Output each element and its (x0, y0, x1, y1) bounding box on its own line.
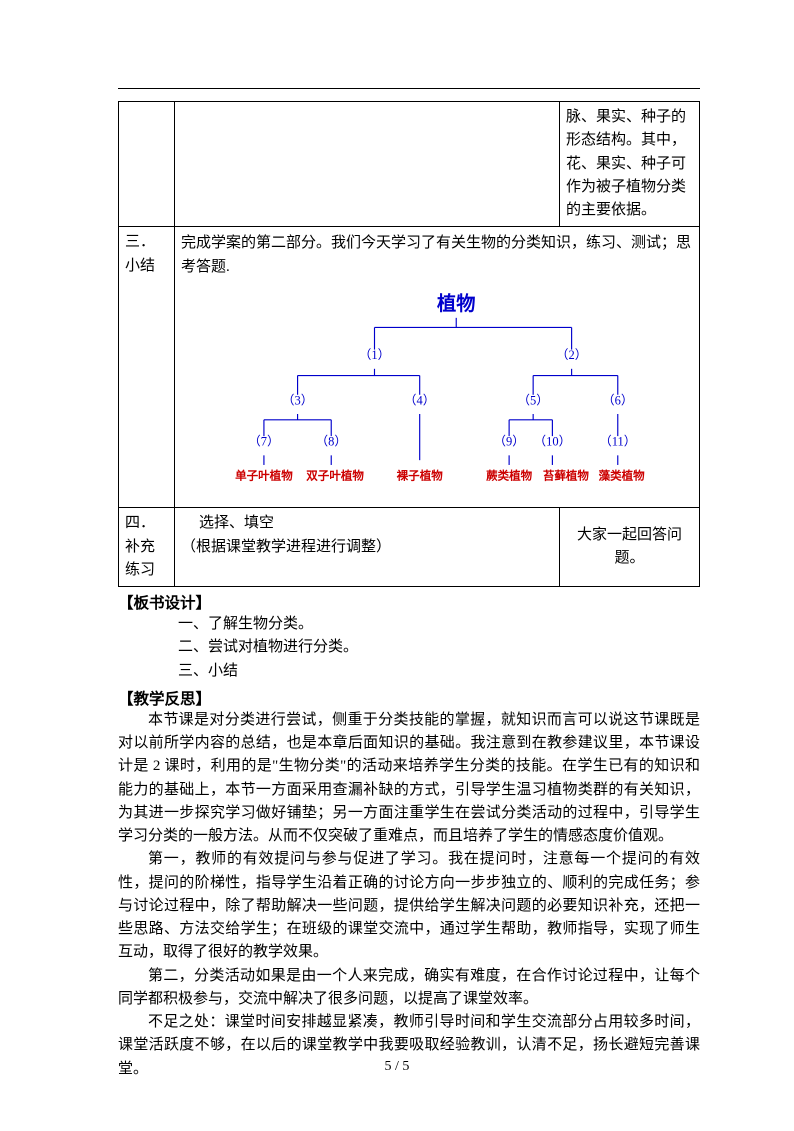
board-item: 一、了解生物分类。 (118, 613, 700, 636)
svg-text:裸子植物: 裸子植物 (397, 469, 444, 483)
svg-text:单子叶植物: 单子叶植物 (235, 469, 293, 483)
reflection-p1: 本节课是对分类进行尝试，侧重于分类技能的掌握，就知识而言可以说这节课既是对以前所… (118, 709, 700, 849)
board-item: 三、小结 (118, 660, 700, 683)
svg-text:（6）: （6） (602, 394, 633, 408)
reflection-p2: 第一，教师的有效提问与参与促进了学习。我在提问时，注意每一个提问的有效性，提问的… (118, 848, 700, 964)
svg-text:（8）: （8） (316, 435, 347, 449)
svg-text:（7）: （7） (248, 435, 279, 449)
table-row: 脉、果实、种子的形态结构。其中，花、果实、种子可作为被子植物分类的主要依据。 (119, 102, 700, 227)
table-row: 四．补充练习 选择、填空 （根据课堂教学进程进行调整） 大家一起回答问题。 (119, 508, 700, 587)
exercise-line1: 选择、填空 (181, 512, 553, 535)
board-item: 二、尝试对植物进行分类。 (118, 636, 700, 659)
exercise-line2: （根据课堂教学进程进行调整） (181, 536, 553, 559)
cell-text: 脉、果实、种子的形态结构。其中，花、果实、种子可作为被子植物分类的主要依据。 (560, 102, 700, 227)
lesson-table: 脉、果实、种子的形态结构。其中，花、果实、种子可作为被子植物分类的主要依据。 三… (118, 101, 700, 587)
board-design-head: 【板书设计】 (118, 591, 700, 613)
svg-text:（3）: （3） (282, 394, 313, 408)
svg-text:（9）: （9） (493, 435, 524, 449)
svg-text:（5）: （5） (518, 394, 549, 408)
reflection-head: 【教学反思】 (118, 687, 700, 709)
svg-text:（2）: （2） (556, 348, 587, 362)
cell-label: 三．小结 (119, 227, 175, 508)
page-content: 脉、果实、种子的形态结构。其中，花、果实、种子可作为被子植物分类的主要依据。 三… (0, 0, 794, 1131)
svg-text:双子叶植物: 双子叶植物 (305, 469, 364, 483)
plant-tree-svg: 植物 （1） （2） （3） （4） （5） （6） （7） （8） （9） （10） （11） 单子叶… (187, 283, 687, 495)
svg-text:蕨类植物: 蕨类植物 (486, 469, 533, 483)
cell-empty (119, 102, 175, 227)
svg-text:（10）: （10） (534, 435, 572, 449)
top-rule (118, 88, 700, 89)
cell-label: 四．补充练习 (119, 508, 175, 587)
svg-text:（1）: （1） (359, 348, 390, 362)
svg-text:植物: 植物 (437, 292, 475, 315)
svg-text:藻类植物: 藻类植物 (599, 469, 646, 483)
cell-exercise: 选择、填空 （根据课堂教学进程进行调整） (175, 508, 560, 587)
svg-text:苔藓植物: 苔藓植物 (543, 469, 590, 483)
svg-text:（11）: （11） (599, 435, 636, 449)
cell-summary: 完成学案的第二部分。我们今天学习了有关生物的分类知识，练习、测试；思考答题. 植… (175, 227, 700, 508)
reflection-p3: 第二，分类活动如果是由一个人来完成，确实有难度，在合作讨论过程中，让每个同学都积… (118, 965, 700, 1012)
page-footer: 5 / 5 (0, 1059, 794, 1075)
tree-diagram: 植物 （1） （2） （3） （4） （5） （6） （7） （8） （9） （10） （11） 单子叶… (181, 279, 693, 503)
svg-text:（4）: （4） (404, 394, 435, 408)
cell-empty (175, 102, 560, 227)
cell-answer: 大家一起回答问题。 (560, 508, 700, 587)
summary-text: 完成学案的第二部分。我们今天学习了有关生物的分类知识，练习、测试；思考答题. (181, 231, 693, 279)
table-row: 三．小结 完成学案的第二部分。我们今天学习了有关生物的分类知识，练习、测试；思考… (119, 227, 700, 508)
